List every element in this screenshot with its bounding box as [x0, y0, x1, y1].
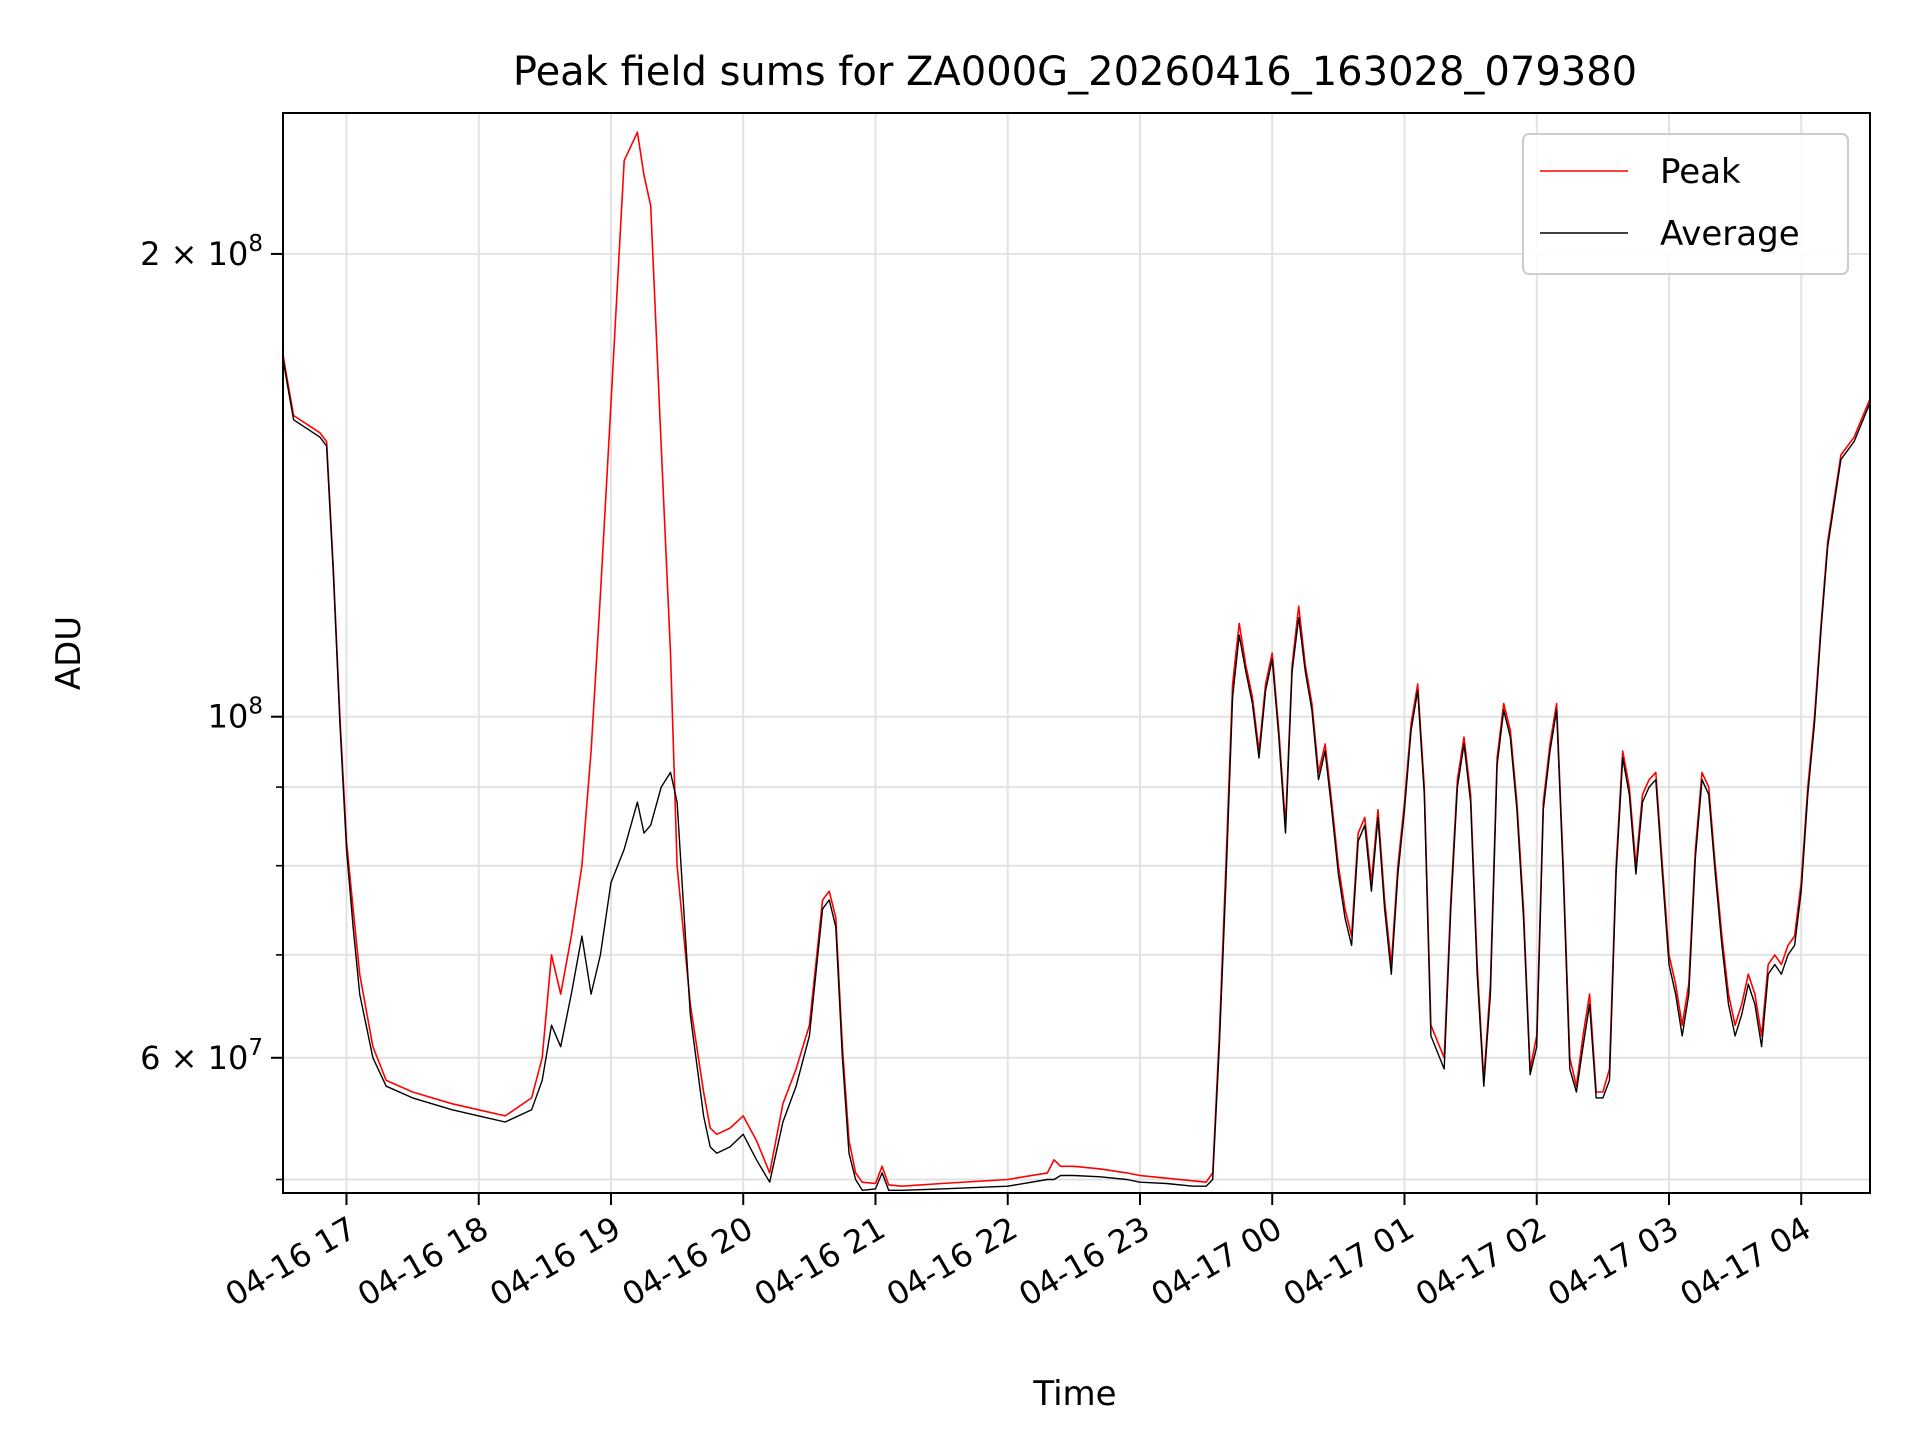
- y-tick-label: 2 × 108: [140, 231, 263, 273]
- y-tick-label: 6 × 107: [140, 1035, 263, 1077]
- x-axis-label: Time: [1032, 1374, 1116, 1414]
- series-line-peak: [283, 131, 1870, 1187]
- y-tick-label: 108: [208, 694, 263, 736]
- chart-title: Peak field sums for ZA000G_20260416_1630…: [513, 49, 1637, 95]
- plot-frame: [282, 112, 1871, 1194]
- series-line-average: [283, 358, 1870, 1192]
- y-axis-label: ADU: [49, 616, 89, 690]
- legend: Peak Average: [1522, 133, 1849, 275]
- legend-box: [1522, 133, 1849, 275]
- plot-area: [283, 131, 1870, 1192]
- legend-average-label: Average: [1660, 214, 1800, 254]
- legend-peak-label: Peak: [1660, 152, 1741, 192]
- y-axis: 6 × 107 108 2 × 108: [140, 231, 283, 1181]
